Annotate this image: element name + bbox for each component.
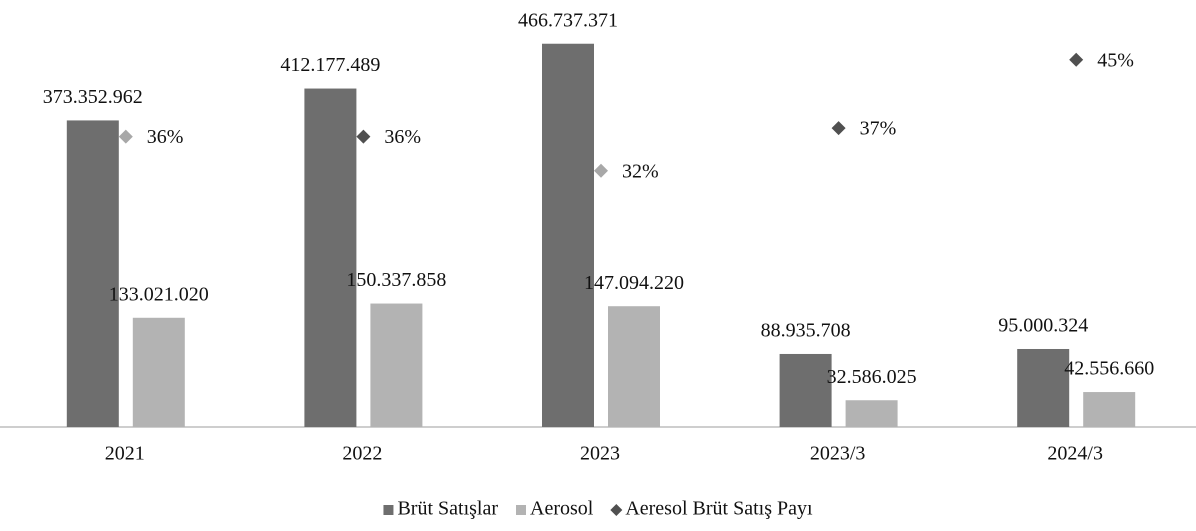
legend-label: Brüt Satışlar [397,498,498,520]
share-label: 36% [147,126,184,148]
x-tick-label: 2021 [105,443,145,465]
bar-value-label: 95.000.324 [998,315,1088,337]
share-marker [831,121,846,136]
share-marker [594,163,608,178]
bar-value-label: 32.586.025 [827,366,917,388]
bar-value-label: 42.556.660 [1064,358,1154,380]
bar [66,120,119,428]
legend-label: Aeresol Brüt Satış Payı [625,498,813,520]
bar [779,353,832,427]
x-tick-label: 2022 [342,443,382,465]
bar-value-label: 147.094.220 [584,272,684,294]
bar [1083,392,1136,427]
bar [132,317,185,427]
share-label: 37% [860,118,897,140]
bar-value-label: 373.352.962 [43,86,143,108]
bar [1017,348,1070,427]
share-marker [118,129,133,144]
x-tick-label: 2024/3 [1047,443,1103,465]
x-tick-label: 2023/3 [810,443,866,465]
bar-value-label: 466.737.371 [518,9,618,31]
bar-value-label: 133.021.020 [109,283,209,305]
bar [608,306,660,427]
legend-marker [516,505,526,515]
x-tick-label: 2023 [580,443,620,465]
bar [370,303,423,427]
share-label: 45% [1097,49,1134,71]
bar [304,88,357,427]
share-marker [356,129,371,144]
bar-value-label: 88.935.708 [761,320,851,342]
bar-value-label: 150.337.858 [346,269,446,291]
share-marker [1069,52,1084,67]
share-label: 32% [622,160,659,182]
legend-label: Aerosol [530,498,594,520]
share-label: 36% [384,126,421,148]
bar [845,400,898,427]
bar-value-label: 412.177.489 [280,54,380,76]
legend-marker [383,505,394,515]
bar [542,43,594,427]
legend-marker [610,504,623,516]
